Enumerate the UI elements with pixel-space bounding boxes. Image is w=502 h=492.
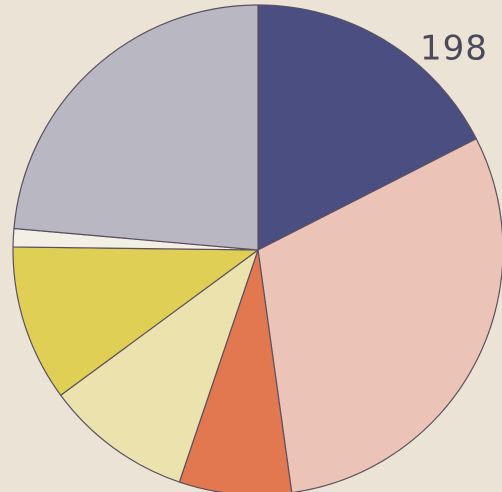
- pie: [12, 4, 502, 492]
- pie-slice: [12, 246, 259, 396]
- pie-slice: [60, 249, 259, 483]
- pie-slice: [13, 4, 259, 251]
- pie-slice: [257, 4, 477, 251]
- pie-slice: [178, 249, 293, 492]
- pie-slice: [257, 138, 502, 492]
- chart-title: 198: [420, 29, 488, 69]
